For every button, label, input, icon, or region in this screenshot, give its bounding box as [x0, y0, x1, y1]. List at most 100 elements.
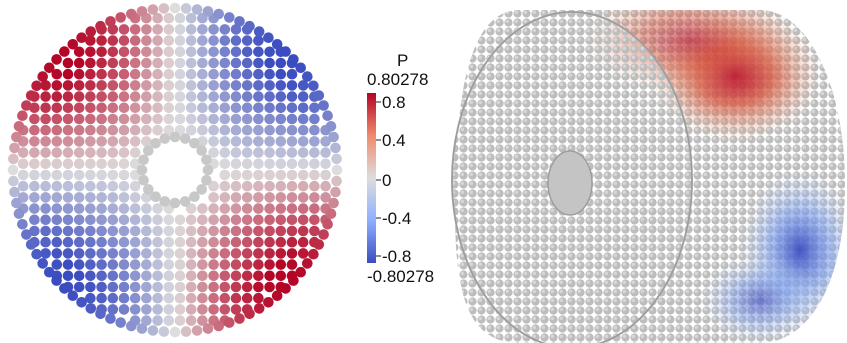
particle [67, 39, 79, 50]
particle [40, 214, 51, 226]
particle [263, 32, 274, 43]
particle [253, 236, 264, 248]
particle [309, 113, 320, 125]
particle [40, 169, 51, 181]
particle [13, 121, 25, 132]
colorbar-min-label: -0.80278 [367, 267, 435, 286]
particle-cylinder [451, 10, 845, 343]
particle [96, 192, 107, 203]
particle [85, 270, 96, 282]
particle [309, 192, 320, 203]
particle [295, 266, 307, 278]
particle [163, 270, 175, 282]
particle [185, 80, 197, 91]
particle [163, 304, 175, 315]
particle [264, 136, 275, 147]
particle [73, 102, 85, 114]
particle [85, 248, 96, 259]
particle [9, 186, 20, 198]
particle [51, 259, 63, 270]
particle [129, 192, 141, 203]
particle [241, 46, 253, 58]
particle [208, 80, 219, 91]
particle [208, 248, 219, 259]
particle [197, 24, 208, 35]
particle [197, 315, 208, 326]
particle [280, 46, 291, 57]
colorbar-tick-label: 0.8 [382, 93, 406, 112]
particle [152, 57, 163, 69]
particle [115, 317, 126, 328]
particle [241, 169, 253, 181]
particle [44, 62, 55, 74]
particle [208, 292, 219, 304]
particle [297, 203, 309, 214]
particle [96, 102, 107, 114]
particle [163, 91, 175, 102]
particle [118, 214, 130, 226]
particle [208, 57, 219, 69]
particle [197, 57, 208, 69]
particle [297, 113, 309, 125]
particle [152, 102, 163, 114]
particle [163, 102, 175, 114]
particle [129, 91, 141, 102]
particle [51, 248, 63, 259]
particle [62, 124, 74, 136]
particle [163, 68, 175, 80]
particle [241, 180, 253, 192]
particle [241, 203, 253, 214]
particle [62, 248, 74, 259]
particle [264, 80, 275, 91]
particle [230, 292, 242, 304]
particle [286, 203, 298, 214]
particle [241, 113, 253, 125]
particle [31, 80, 42, 92]
particle [264, 214, 275, 226]
particle [96, 214, 107, 226]
particle [191, 4, 203, 15]
particle [29, 102, 40, 114]
particle [253, 292, 264, 304]
particle [208, 214, 219, 226]
particle [129, 304, 141, 315]
particle [152, 46, 163, 58]
particle [62, 225, 74, 237]
particle [152, 248, 163, 259]
particle [118, 24, 130, 35]
particle [230, 180, 242, 192]
particle [297, 158, 309, 170]
colorbar-gradient [367, 93, 376, 263]
particle [129, 158, 141, 170]
particle [40, 236, 51, 248]
particle [169, 131, 181, 143]
particle [174, 57, 186, 69]
particle [219, 68, 231, 80]
particle [197, 259, 208, 270]
particle [141, 113, 152, 125]
particle [230, 136, 242, 147]
particle [115, 12, 126, 23]
particle [185, 304, 197, 315]
particle [174, 46, 186, 58]
particle [241, 259, 253, 270]
particle [297, 169, 309, 181]
particle [197, 80, 208, 91]
particle [286, 158, 298, 170]
particle [85, 259, 96, 270]
particle [51, 180, 63, 192]
particle [280, 283, 291, 294]
particle [107, 203, 119, 214]
particle [230, 225, 242, 237]
particle [264, 225, 275, 237]
particle [219, 124, 231, 136]
particle [73, 248, 85, 259]
particle [85, 46, 96, 58]
particle [163, 80, 175, 91]
particle [322, 219, 333, 230]
particle [230, 102, 242, 114]
particle [59, 283, 70, 294]
particle [179, 133, 191, 144]
particle [208, 124, 219, 136]
particle [118, 248, 130, 259]
